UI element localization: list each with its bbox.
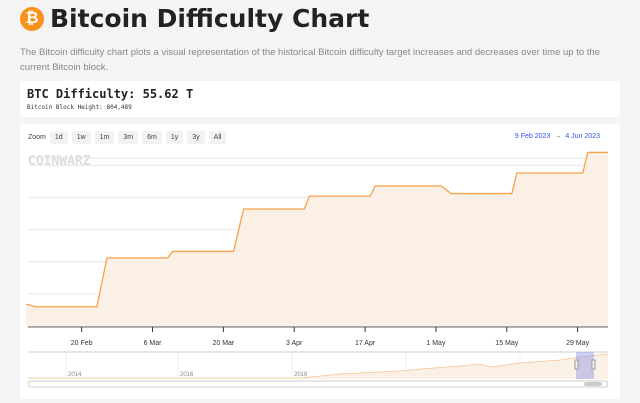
series-area [26, 152, 608, 326]
zoom-3m-button[interactable]: 3m [118, 131, 139, 144]
x-tick-label: 15 May [495, 340, 518, 347]
zoom-6m-button[interactable]: 6m [142, 131, 162, 144]
zoom-controls: Zoom 1d 1w 1m 3m 6m 1y 3y All [28, 131, 227, 144]
x-tick-label: 6 Mar [144, 340, 163, 347]
scrollbar-track[interactable] [27, 380, 609, 388]
navigator-left-handle[interactable] [574, 359, 579, 370]
x-tick-label: 20 Mar [212, 340, 234, 347]
navigator-line [28, 353, 609, 379]
navigator-right-handle[interactable] [591, 359, 596, 370]
scrollbar-thumb[interactable] [584, 382, 602, 386]
x-tick-label: 3 Apr [286, 340, 303, 347]
difficulty-value: BTC Difficulty: 55.62 T [27, 87, 194, 101]
zoom-label: Zoom [28, 134, 46, 141]
block-height: Bitcoin Block Height: 804,489 [27, 104, 132, 111]
zoom-all-button[interactable]: All [208, 131, 227, 144]
watermark-logo: COINWARZ [28, 154, 91, 169]
x-tick-label: 29 May [566, 340, 589, 347]
bitcoin-icon: ₿ [20, 6, 44, 31]
zoom-1m-button[interactable]: 1m [94, 131, 115, 144]
navigator-area [28, 354, 608, 379]
page-title: ₿ Bitcoin Difficulty Chart [20, 4, 369, 33]
range-from[interactable]: 9 Feb 2023 [514, 133, 551, 140]
difficulty-chart: COINWARZ37.5 T40 T42.5 T45 T47.5 T50 T20… [25, 151, 609, 388]
chart-card: Zoom 1d 1w 1m 3m 6m 1y 3y All 9 Feb 2023… [20, 124, 620, 399]
zoom-1d-button[interactable]: 1d [49, 131, 68, 144]
x-tick-label: 1 May [426, 340, 446, 347]
navigator-year-label: 2014 [68, 372, 82, 378]
page-heading: Bitcoin Difficulty Chart [50, 4, 370, 33]
zoom-1y-button[interactable]: 1y [165, 131, 184, 144]
difficulty-stat-card: BTC Difficulty: 55.62 T Bitcoin Block He… [20, 81, 620, 117]
x-tick-label: 20 Feb [71, 340, 93, 347]
zoom-1w-button[interactable]: 1w [71, 131, 91, 144]
arrow-icon: → [554, 133, 562, 140]
x-tick-label: 17 Apr [355, 340, 376, 347]
navigator-year-label: 2016 [180, 372, 194, 378]
zoom-3y-button[interactable]: 3y [187, 131, 205, 144]
range-to[interactable]: 4 Jun 2023 [565, 133, 600, 140]
date-range: 9 Feb 2023 → 4 Jun 2023 [515, 133, 600, 140]
series-line [25, 151, 608, 308]
navigator-selection [576, 352, 594, 379]
page-description: The Bitcoin difficulty chart plots a vis… [20, 47, 600, 73]
navigator-year-label: 2018 [294, 372, 308, 378]
